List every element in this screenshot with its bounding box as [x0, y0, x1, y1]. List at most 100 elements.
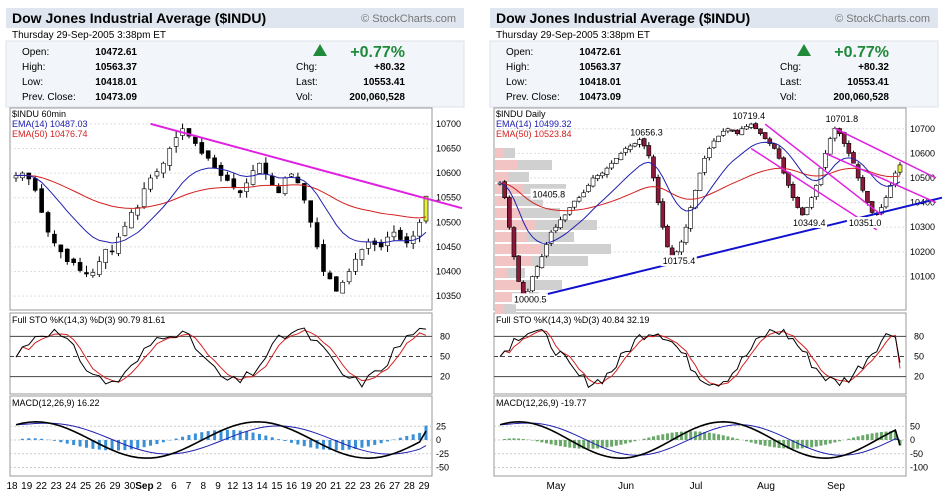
price-annotation: 10351.0	[849, 218, 882, 228]
price-tick-label: 10650	[436, 143, 461, 153]
macd-histogram-bar	[155, 440, 159, 445]
macd-histogram-bar	[586, 440, 590, 449]
volume-by-price-bar	[495, 184, 566, 194]
macd-histogram-bar	[238, 430, 242, 440]
volume-by-price-bar	[495, 148, 515, 158]
sto-tick-label: 20	[440, 372, 450, 382]
macd-histogram-bar	[889, 431, 893, 440]
candle-body	[516, 255, 521, 282]
macd-histogram-bar	[768, 440, 772, 447]
macd-histogram-bar	[373, 440, 377, 445]
x-tick-label: 16	[286, 481, 298, 492]
macd-tick-label: -50	[436, 463, 449, 473]
quote-label: Vol:	[296, 92, 313, 103]
macd-tick-label: 0	[910, 435, 915, 445]
macd-histogram-bar	[893, 431, 897, 440]
macd-histogram-bar	[800, 440, 804, 449]
candle-body	[96, 261, 102, 275]
price-annotation-box	[846, 217, 883, 228]
macd-histogram-bar	[684, 431, 688, 440]
macd-histogram-bar	[796, 440, 800, 449]
up-arrow-icon	[313, 44, 327, 56]
volume-by-price-bar	[495, 220, 536, 230]
x-tick-label: 23	[51, 481, 63, 492]
macd-histogram-bar	[777, 440, 781, 448]
macd-histogram-bar	[40, 438, 44, 440]
price-tick-label: 10600	[436, 168, 461, 178]
candle-body	[308, 200, 313, 223]
quote-value: 10472.61	[95, 47, 137, 58]
macd-histogram-bar	[665, 433, 669, 440]
quote-value: 10553.41	[847, 77, 889, 88]
x-tick-label: 14	[257, 481, 269, 492]
candle-body	[544, 244, 549, 257]
change-pct: +0.77%	[834, 44, 889, 61]
ema50-line	[15, 174, 427, 219]
macd-signal-line	[499, 422, 901, 456]
macd-histogram-bar	[651, 436, 655, 440]
x-tick-label: Sep	[135, 481, 153, 492]
candle-body	[558, 219, 563, 229]
candle-body	[786, 172, 791, 186]
candle-body	[595, 175, 600, 179]
volume-by-price-bar	[495, 172, 509, 182]
candle-body	[502, 181, 507, 198]
candle-body	[404, 236, 410, 244]
candle-body	[321, 244, 326, 272]
price-legend-item: EMA(50) 10523.84	[496, 129, 572, 139]
macd-histogram-bar	[219, 429, 223, 440]
candle-body	[141, 188, 147, 207]
price-legend-item: EMA(14) 10487.03	[12, 119, 88, 129]
candle-body	[205, 150, 211, 159]
price-tick-label: 10300	[910, 222, 935, 232]
macd-histogram-bar	[424, 425, 428, 440]
macd-histogram-bar	[749, 440, 753, 443]
candle-body	[679, 241, 684, 253]
candle-body	[276, 186, 281, 194]
macd-histogram-bar	[824, 440, 828, 445]
channel-line	[764, 123, 882, 216]
volume-by-price-bar	[495, 256, 533, 266]
quote-panel	[489, 40, 939, 108]
candle-body	[655, 176, 661, 203]
candle-body	[225, 174, 230, 181]
macd-histogram-bar	[104, 440, 108, 451]
macd-histogram-bar	[232, 429, 236, 440]
candle-body	[576, 197, 582, 202]
macd-histogram-bar	[805, 440, 809, 448]
sto-tick-label: 50	[914, 352, 924, 362]
macd-tick-label: -25	[436, 449, 449, 459]
candle-body	[586, 185, 591, 192]
macd-histogram-bar	[838, 440, 842, 442]
candle-body	[199, 142, 205, 154]
candle-body	[289, 173, 294, 177]
candle-body	[90, 272, 96, 276]
candle-body	[135, 207, 141, 216]
quote-value: 10473.09	[579, 92, 621, 103]
macd-histogram-bar	[624, 440, 628, 444]
sto-d-line	[15, 329, 427, 383]
volume-by-price-bar	[495, 160, 518, 170]
candle-body	[772, 143, 777, 149]
candle-body	[725, 128, 731, 132]
macd-histogram-bar	[270, 437, 274, 440]
macd-histogram-bar	[366, 440, 370, 447]
macd-histogram-bar	[84, 440, 88, 448]
macd-histogram-bar	[693, 431, 697, 440]
candle-body	[45, 212, 51, 233]
price-tick-label: 10450	[436, 242, 461, 252]
candle-body	[613, 158, 619, 164]
candle-body	[716, 135, 721, 142]
x-tick-label: 21	[330, 481, 342, 492]
x-tick-label: 18	[6, 481, 18, 492]
price-annotation-box	[791, 217, 828, 228]
quote-value: 200,060,528	[833, 92, 889, 103]
macd-histogram-bar	[257, 433, 261, 440]
x-tick-label: 27	[389, 481, 401, 492]
price-tick-label: 10100	[910, 271, 935, 281]
candle-body	[257, 162, 262, 174]
x-tick-label: 2	[156, 481, 162, 492]
candle-body	[109, 250, 115, 253]
macd-histogram-bar	[72, 440, 76, 446]
volume-by-price-bar	[495, 196, 515, 206]
